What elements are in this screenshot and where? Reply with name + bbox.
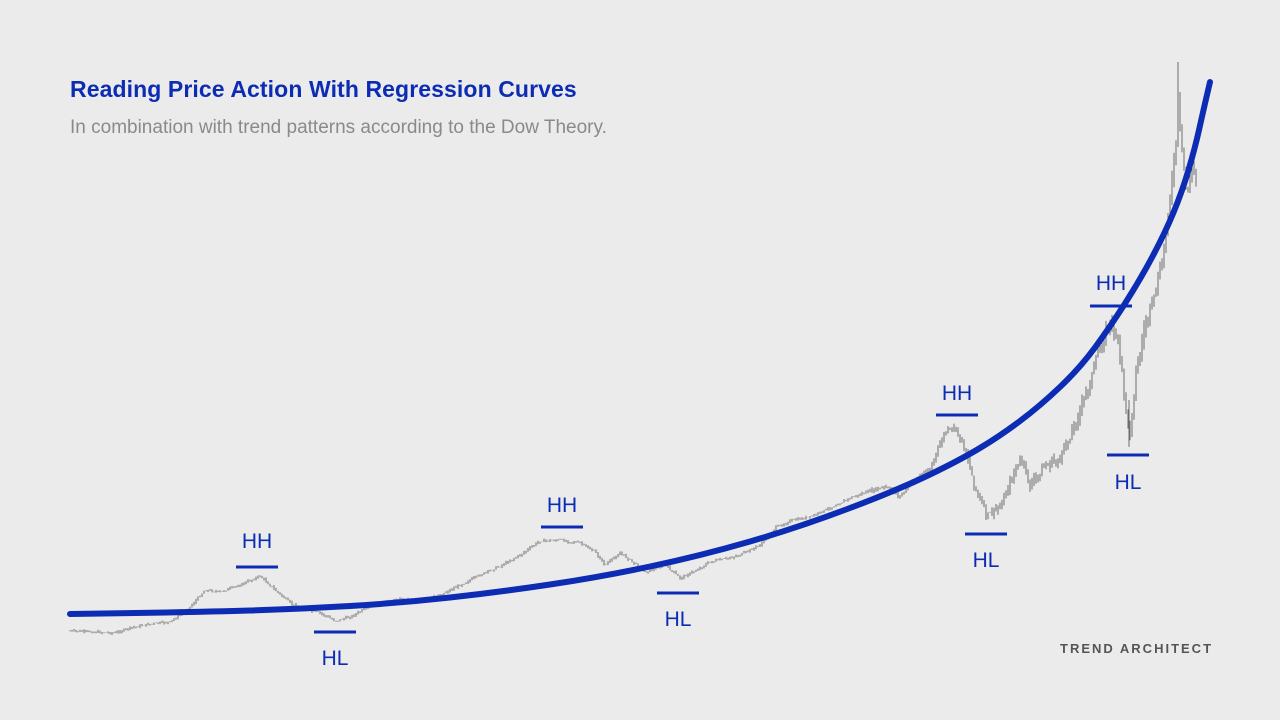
higher-low-label: HL — [322, 647, 349, 670]
higher-high-label: HH — [942, 382, 972, 405]
trend-architect-logo: TREND ARCHITECT — [1060, 641, 1214, 656]
higher-low-label: HL — [973, 549, 1000, 572]
higher-low-label: HL — [1115, 471, 1142, 494]
swing-annotations: HH HL HH HL HH HL HH HL — [236, 272, 1149, 670]
higher-low-label: HL — [665, 608, 692, 631]
higher-high-label: HH — [242, 530, 272, 553]
chart-subtitle: In combination with trend patterns accor… — [70, 117, 607, 138]
chart-title: Reading Price Action With Regression Cur… — [70, 76, 577, 102]
regression-curve — [67, 79, 1213, 617]
higher-high-label: HH — [547, 494, 577, 517]
higher-high-label: HH — [1096, 272, 1126, 295]
price-candles — [69, 62, 1197, 635]
